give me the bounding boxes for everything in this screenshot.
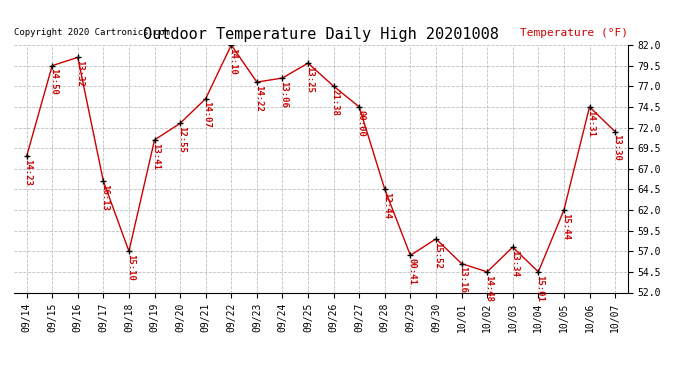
Text: 16:13: 16:13 — [100, 184, 109, 211]
Text: 12:55: 12:55 — [177, 126, 186, 153]
Text: 15:44: 15:44 — [561, 213, 570, 240]
Text: 14:48: 14:48 — [484, 274, 493, 302]
Text: 14:22: 14:22 — [254, 85, 263, 112]
Text: 13:16: 13:16 — [458, 266, 467, 293]
Text: 12:44: 12:44 — [382, 192, 391, 219]
Text: 21:38: 21:38 — [331, 89, 339, 116]
Text: 13:32: 13:32 — [75, 60, 83, 87]
Text: 14:50: 14:50 — [49, 68, 58, 95]
Text: 14:23: 14:23 — [23, 159, 32, 186]
Text: 13:41: 13:41 — [151, 142, 160, 170]
Text: 14:10: 14:10 — [228, 48, 237, 75]
Text: 13:30: 13:30 — [612, 134, 621, 161]
Text: 13:06: 13:06 — [279, 81, 288, 108]
Text: 15:01: 15:01 — [535, 274, 544, 302]
Text: 13:34: 13:34 — [510, 250, 519, 277]
Text: 15:52: 15:52 — [433, 242, 442, 268]
Text: Temperature (°F): Temperature (°F) — [520, 28, 628, 38]
Text: 00:41: 00:41 — [407, 258, 416, 285]
Text: 14:31: 14:31 — [586, 110, 595, 136]
Text: Copyright 2020 Cartronics.com: Copyright 2020 Cartronics.com — [14, 28, 170, 37]
Text: 00:00: 00:00 — [356, 110, 365, 136]
Text: 15:10: 15:10 — [126, 254, 135, 281]
Text: 14:07: 14:07 — [203, 101, 212, 128]
Text: 13:25: 13:25 — [305, 66, 314, 93]
Title: Outdoor Temperature Daily High 20201008: Outdoor Temperature Daily High 20201008 — [143, 27, 499, 42]
